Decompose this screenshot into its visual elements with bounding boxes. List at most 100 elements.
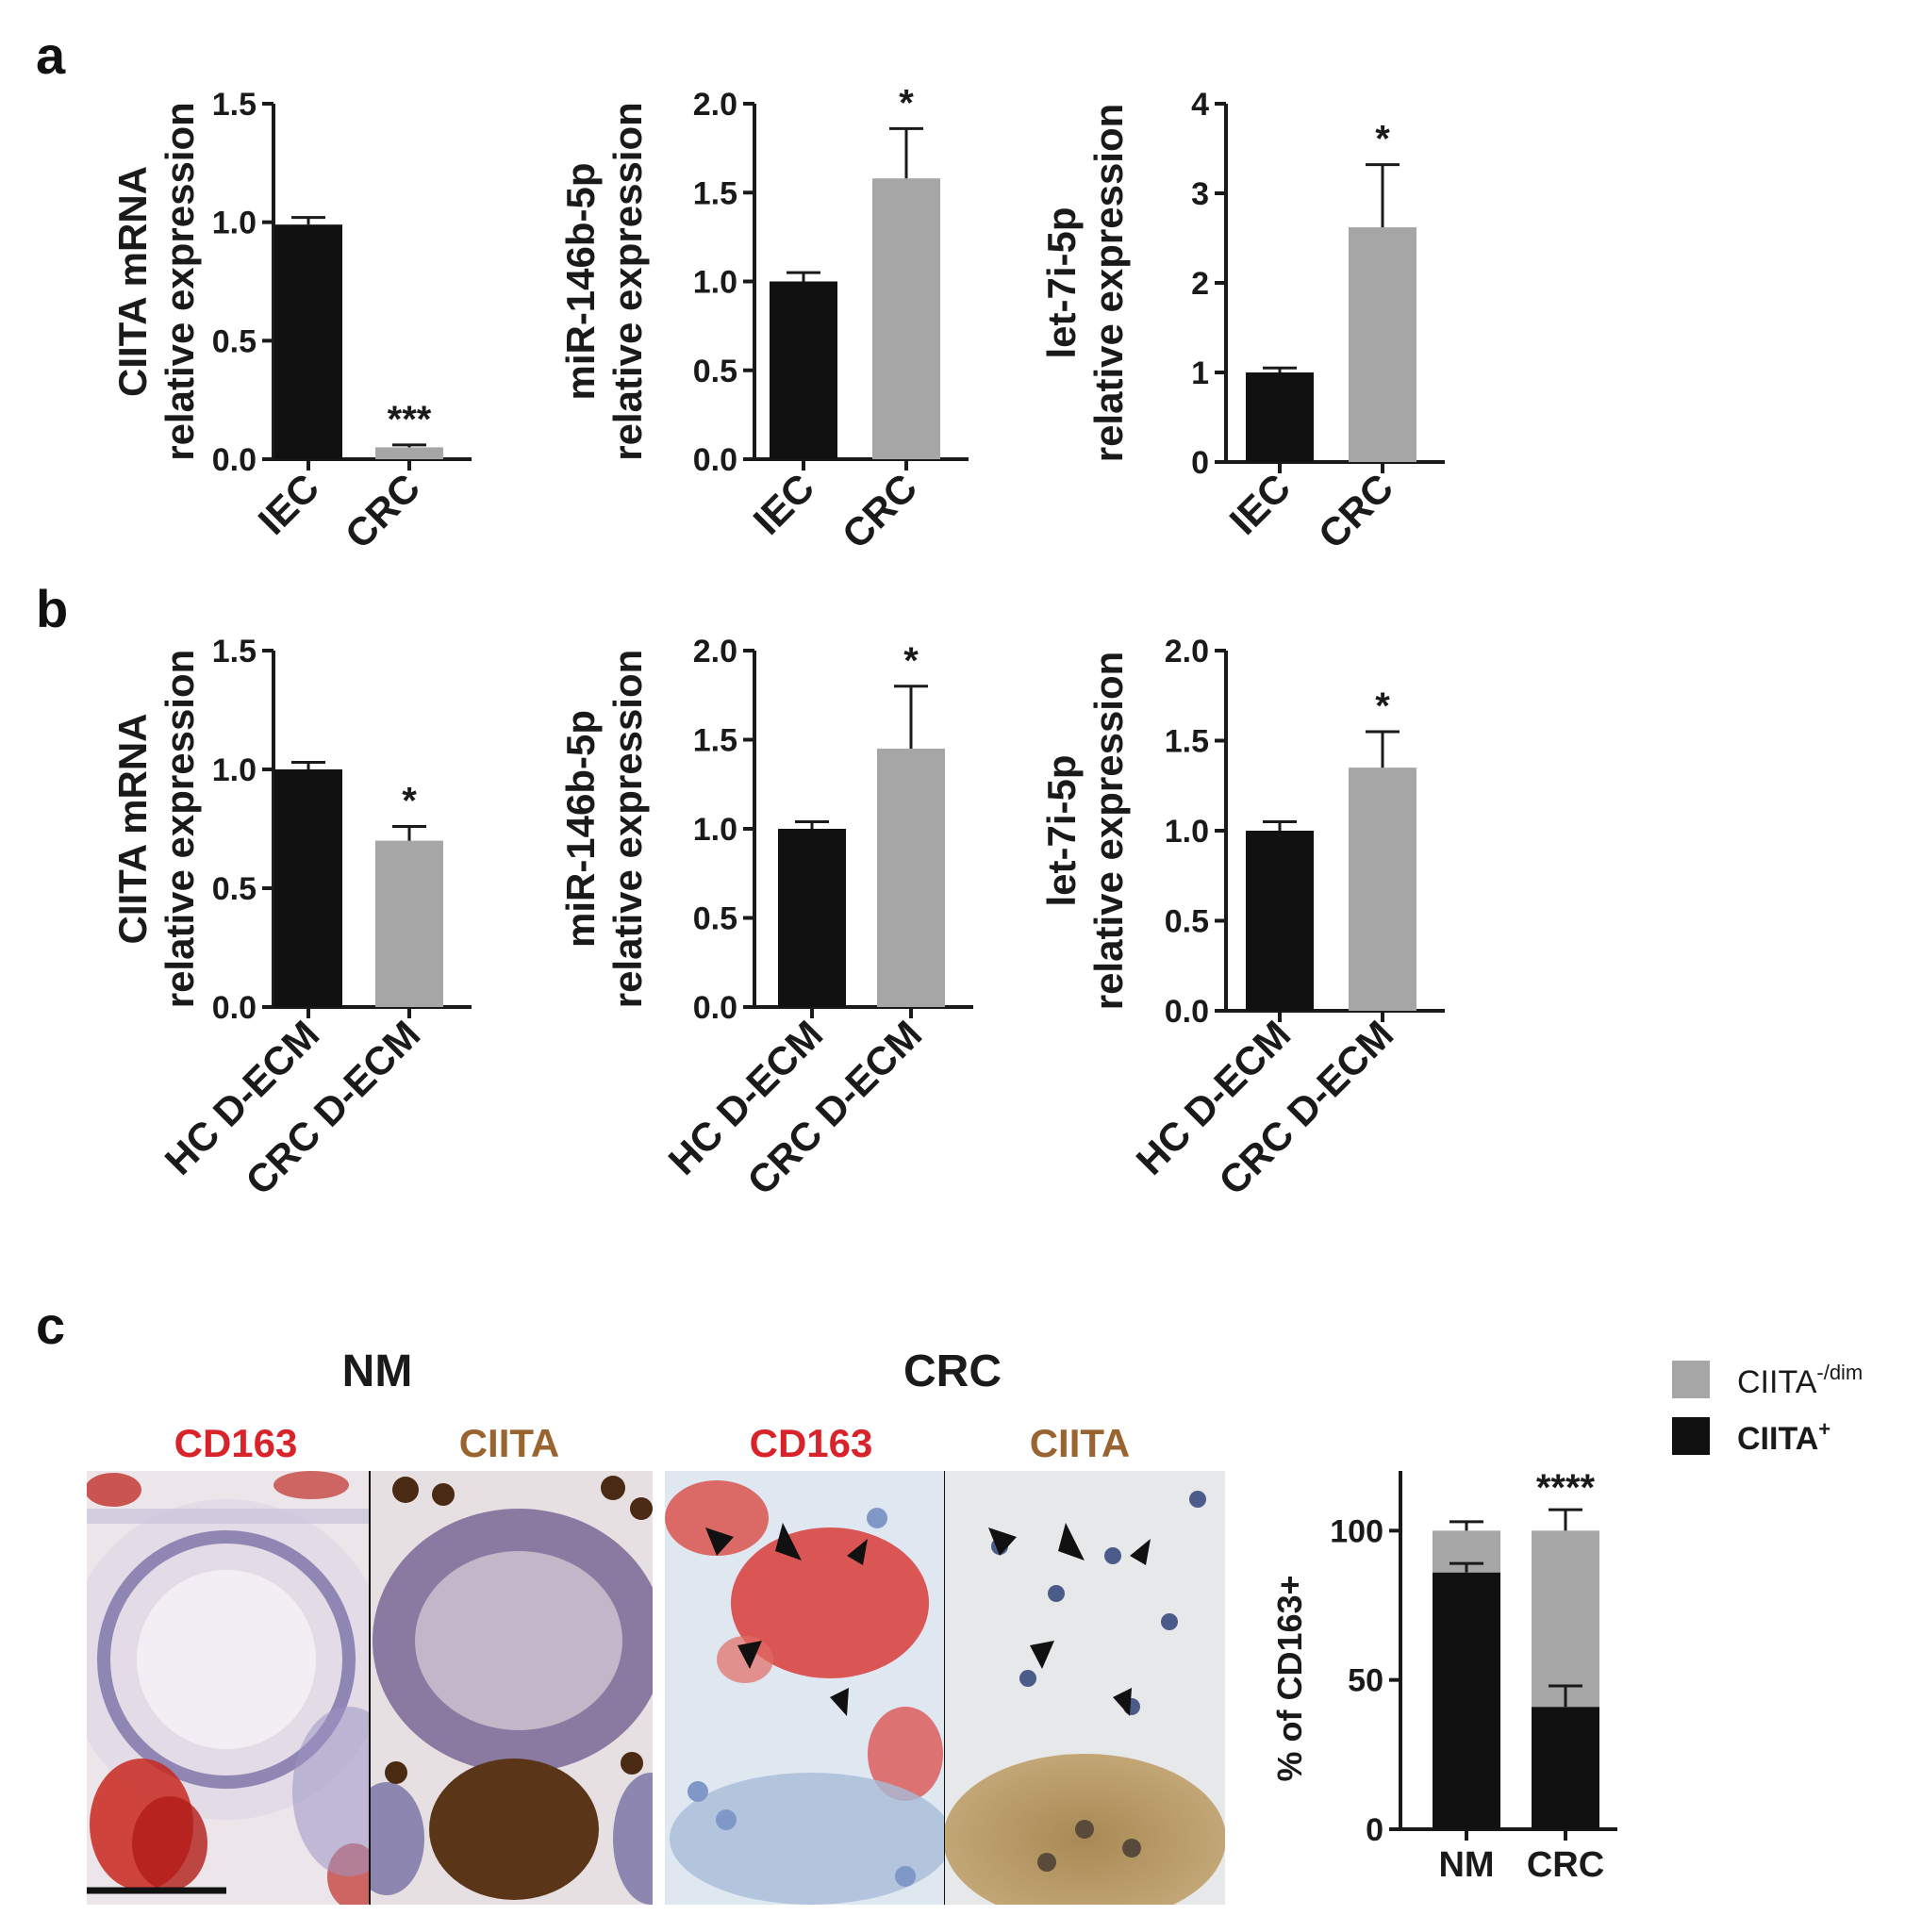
y-tick-label: 3 [1191, 176, 1209, 212]
y-tick-label: 1.0 [693, 265, 737, 301]
y-tick-label: 0.5 [693, 901, 737, 937]
x-tick-label: IEC [1221, 465, 1300, 543]
x-tick-label: IEC [745, 465, 823, 543]
panel-label-a: a [36, 25, 66, 85]
group-title-nm: NM [342, 1346, 413, 1396]
legend-swatch [1672, 1361, 1710, 1398]
bar-hc-d-ecm [778, 829, 846, 1007]
chart-a3-let7i-iec-crc: 0 1 2 3 4 let-7i-5p relative expression IEC CRC * [1039, 87, 1445, 557]
y-tick-label: 0.5 [693, 354, 737, 389]
y-tick-label: 1.0 [693, 812, 737, 848]
y-tick-label: 1.5 [212, 87, 257, 123]
y-tick-label: 0.0 [693, 442, 737, 478]
y-tick-label: 1 [1191, 355, 1209, 391]
bar-hc-d-ecm [274, 769, 342, 1007]
x-tick-label: IEC [250, 465, 328, 543]
y-tick-label: 1.0 [212, 206, 257, 241]
chart-b3-let7i-decm: 0.0 0.5 1.0 1.5 2.0 let-7i-5p relative express… [1039, 634, 1445, 1203]
y-tick-label: 1.5 [693, 175, 737, 211]
y-axis-label: CIITA mRNA [110, 166, 155, 397]
bar-ciita-pos-nm [1433, 1572, 1500, 1829]
y-tick-label: 1.0 [1165, 814, 1209, 850]
micrograph-crc-ciita [945, 1471, 1225, 1905]
y-axis-label: relative expression [1086, 652, 1131, 1011]
y-tick-label: 0.0 [212, 442, 257, 478]
significance-marker: * [903, 640, 919, 682]
x-tick-label: CRC [1527, 1845, 1604, 1885]
bar-iec [770, 281, 837, 459]
group-title-crc: CRC [903, 1346, 1002, 1396]
legend-label: CIITA-/dim [1737, 1361, 1863, 1400]
y-tick-label: 2.0 [693, 634, 737, 669]
y-axis-label: relative expression [605, 650, 650, 1009]
bar-crc [1349, 227, 1416, 462]
chart-b2-mir146b-decm: 0.0 0.5 1.0 1.5 2.0 miR-146b-5p relative expre… [558, 634, 973, 1203]
micrograph-nm-cd163 [87, 1471, 370, 1905]
y-axis-label: relative expression [157, 102, 202, 461]
y-axis-label: miR-146b-5p [558, 710, 603, 948]
arrowheads [705, 1523, 1151, 1716]
y-axis-label: % of CD163+ [1270, 1575, 1309, 1781]
y-tick-label: 1.5 [212, 634, 257, 669]
y-tick-label: 0.0 [1165, 994, 1209, 1030]
x-tick-label: CRC [337, 465, 429, 557]
micrograph-crc-cd163 [665, 1471, 945, 1905]
y-tick-label: 100 [1330, 1513, 1383, 1549]
y-tick-label: 2.0 [693, 87, 737, 123]
bar-iec [274, 224, 342, 459]
y-tick-label: 0.0 [693, 990, 737, 1026]
x-tick-label: CRC [1310, 465, 1402, 557]
y-tick-label: 4 [1191, 87, 1209, 123]
bar-hc-d-ecm [1246, 831, 1314, 1011]
stain-label-ciita-nm: CIITA [459, 1421, 560, 1465]
y-axis-label: relative expression [157, 650, 202, 1009]
x-tick-label: CRC [834, 465, 926, 557]
bar-ciita-pos-crc [1532, 1707, 1599, 1829]
y-tick-label: 0 [1191, 445, 1209, 481]
y-axis-label: let-7i-5p [1039, 754, 1084, 906]
stain-label-cd163-crc: CD163 [750, 1421, 873, 1465]
significance-marker: * [899, 82, 914, 124]
bar-iec [1246, 372, 1314, 462]
legend-swatch [1672, 1417, 1710, 1455]
chart-a2-mir146b-iec-crc: 0.0 0.5 1.0 1.5 2.0 miR-146b-5p relative expre… [558, 82, 969, 557]
significance-marker: **** [1536, 1467, 1596, 1509]
y-axis-label: CIITA mRNA [110, 714, 155, 945]
y-axis-label: relative expression [1086, 104, 1131, 463]
stain-label-ciita-crc: CIITA [1030, 1421, 1131, 1465]
y-tick-label: 0.5 [1165, 904, 1209, 940]
y-tick-label: 0.5 [212, 871, 257, 907]
x-tick-label: CRC D-ECM [237, 1012, 428, 1203]
y-tick-label: 0.0 [212, 990, 257, 1026]
panel-label-c: c [36, 1296, 65, 1355]
bar-ciita-neg-crc [1532, 1530, 1599, 1708]
y-tick-label: 2.0 [1165, 634, 1209, 669]
y-tick-label: 1.5 [693, 723, 737, 759]
legend-label: CIITA+ [1737, 1417, 1830, 1457]
y-axis-label: miR-146b-5p [558, 162, 603, 400]
y-tick-label: 0.5 [212, 323, 257, 359]
bar-crc [872, 178, 940, 460]
micrograph-nm-ciita [370, 1471, 653, 1905]
panel-label-b: b [36, 579, 68, 638]
y-tick-label: 50 [1348, 1663, 1383, 1699]
significance-marker: *** [388, 399, 432, 440]
significance-marker: * [1375, 119, 1390, 160]
x-tick-label: NM [1438, 1845, 1494, 1885]
y-tick-label: 1.5 [1165, 724, 1209, 760]
y-tick-label: 1.0 [212, 752, 257, 788]
bar-crc-d-ecm [877, 748, 945, 1007]
bar-crc-d-ecm [1349, 768, 1416, 1011]
bar-crc-d-ecm [375, 840, 443, 1007]
y-tick-label: 0 [1366, 1812, 1383, 1848]
bar-crc [375, 447, 443, 459]
y-axis-label: relative expression [605, 102, 650, 461]
legend: CIITA-/dim CIITA+ [1672, 1361, 1863, 1457]
significance-marker: * [1375, 685, 1390, 727]
significance-marker: * [402, 780, 417, 821]
chart-b1-ciita-mrna-decm: 0.0 0.5 1.0 1.5 CIITA mRNA relative expressio… [110, 634, 472, 1203]
x-tick-label: CRC D-ECM [738, 1012, 930, 1203]
stain-label-cd163-nm: CD163 [174, 1421, 298, 1465]
